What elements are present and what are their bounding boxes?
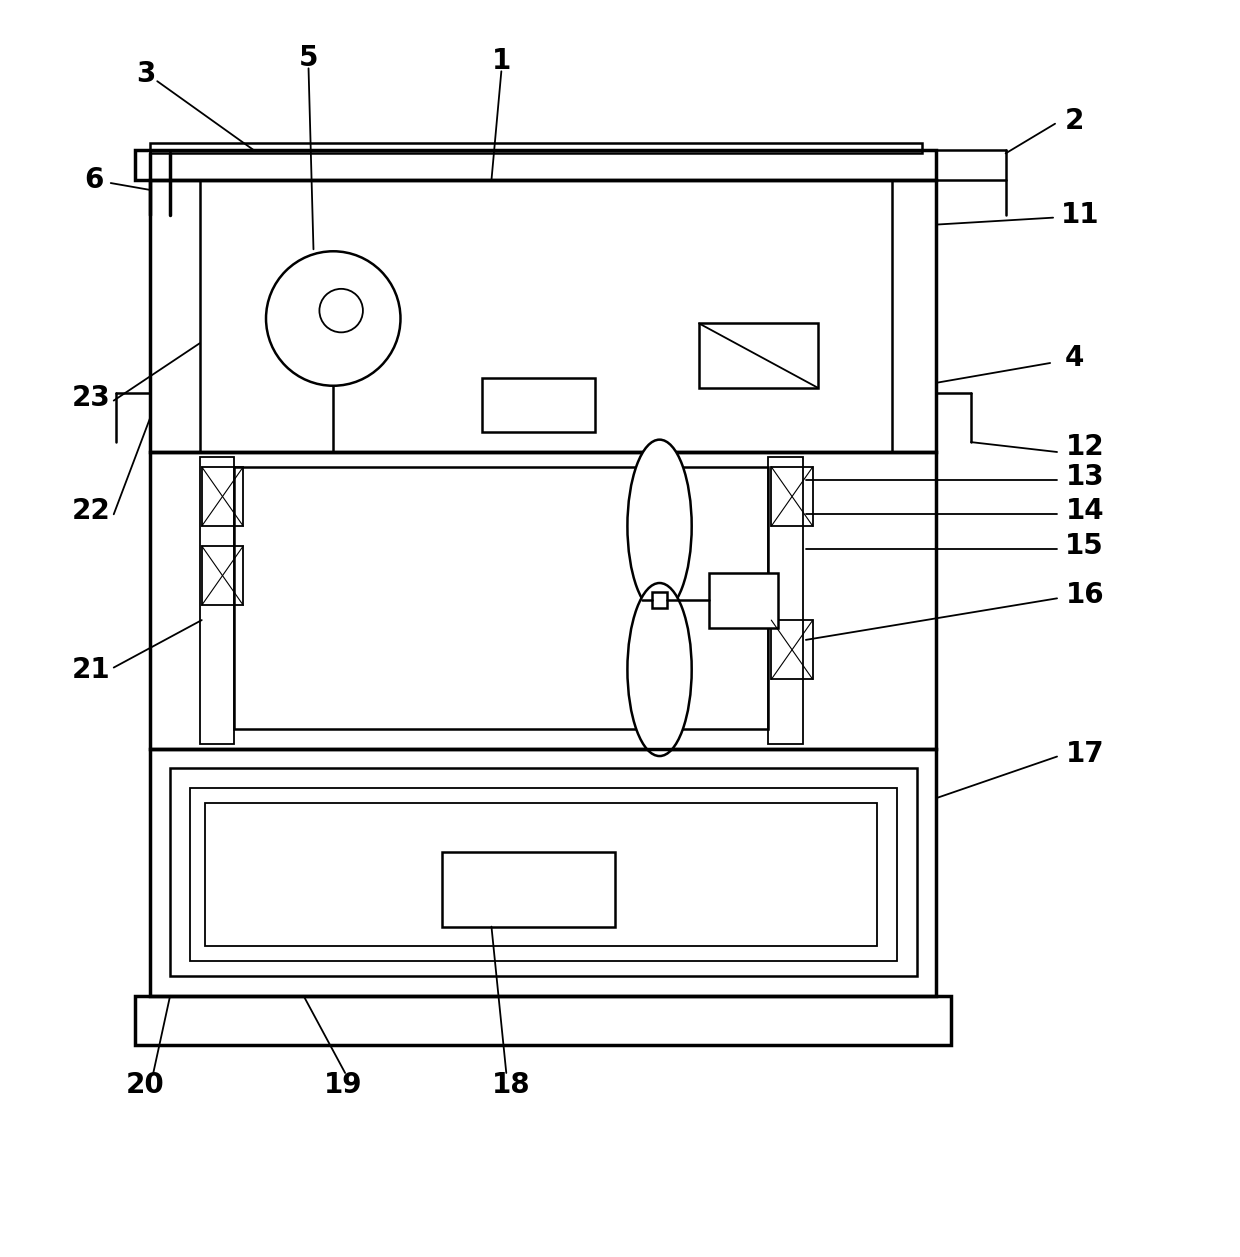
Text: 19: 19 <box>324 1071 362 1099</box>
Bar <box>202 546 243 606</box>
Text: 1: 1 <box>492 48 511 75</box>
Text: 14: 14 <box>1065 498 1104 525</box>
Text: 22: 22 <box>72 498 110 525</box>
Ellipse shape <box>627 583 692 755</box>
Bar <box>200 458 234 744</box>
Text: 3: 3 <box>135 60 155 88</box>
Bar <box>652 592 667 608</box>
Bar <box>170 768 916 977</box>
Bar <box>135 996 951 1046</box>
Bar <box>441 852 615 926</box>
Bar <box>190 788 897 962</box>
Text: 4: 4 <box>1065 344 1085 372</box>
Bar <box>771 620 812 680</box>
Text: 5: 5 <box>299 44 319 73</box>
Text: 6: 6 <box>84 166 104 194</box>
Text: 2: 2 <box>1065 107 1085 134</box>
Text: 17: 17 <box>1065 739 1104 768</box>
Bar <box>481 378 595 432</box>
Bar <box>699 323 817 387</box>
Text: 18: 18 <box>492 1071 531 1099</box>
Bar <box>150 749 936 996</box>
Bar <box>709 573 779 628</box>
Bar <box>771 466 812 527</box>
Text: 12: 12 <box>1065 434 1104 461</box>
Text: 21: 21 <box>72 656 110 684</box>
Bar <box>202 466 243 527</box>
Text: 20: 20 <box>126 1071 165 1099</box>
Text: 16: 16 <box>1065 582 1104 610</box>
Text: 23: 23 <box>72 383 110 411</box>
Text: 11: 11 <box>1060 201 1099 229</box>
Bar <box>150 143 921 153</box>
Bar <box>769 458 804 744</box>
Bar <box>150 180 936 453</box>
Text: 15: 15 <box>1065 532 1104 559</box>
Bar <box>234 466 769 729</box>
Bar <box>135 151 936 180</box>
Bar <box>150 453 936 749</box>
Ellipse shape <box>627 440 692 612</box>
Text: 13: 13 <box>1065 463 1104 490</box>
Bar <box>205 803 877 947</box>
